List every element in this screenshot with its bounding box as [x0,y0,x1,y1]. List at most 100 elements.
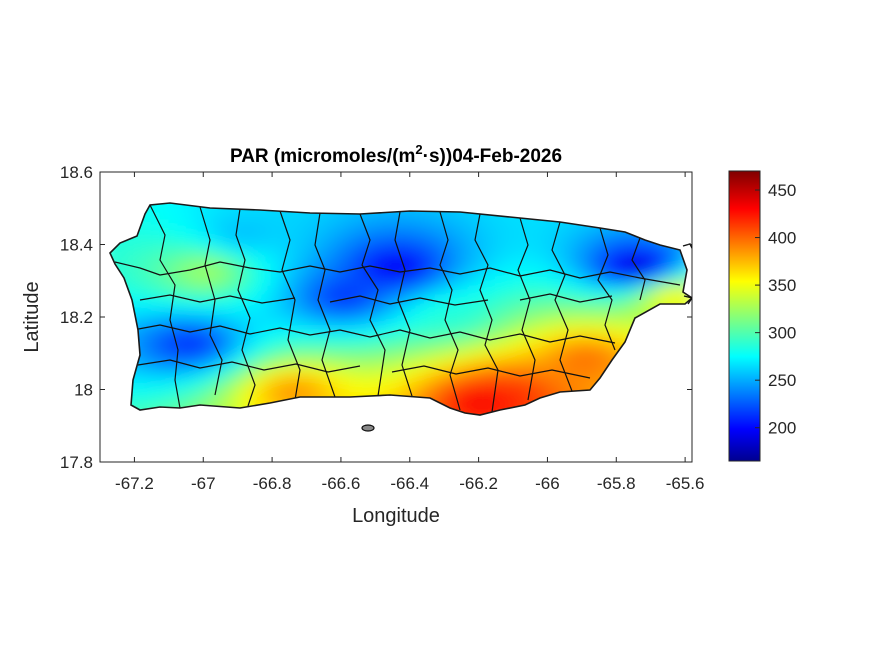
par-cell [228,302,239,309]
par-cell [194,352,204,359]
par-cell [262,334,273,341]
par-cell [417,271,428,277]
par-cell [676,280,686,286]
par-cell [443,389,454,395]
par-cell [460,289,471,295]
par-cell [512,230,523,236]
par-cell [538,280,548,286]
par-cell [435,316,445,323]
par-cell [228,325,239,332]
par-cell [314,379,325,386]
par-cell [546,289,557,295]
par-cell [426,289,437,295]
par-cell [564,298,574,304]
par-cell [452,298,462,304]
par-cell [323,361,333,368]
par-cell [245,275,256,282]
par-cell [383,271,394,277]
par-cell [133,375,144,381]
par-cell [271,289,282,295]
par-cell [409,384,419,390]
par-cell [168,316,178,323]
par-cell [400,302,411,309]
par-cell [262,212,273,218]
par-cell [392,284,402,291]
par-cell [297,284,308,291]
par-cell [323,230,333,236]
par-cell [314,280,325,286]
par-cell [495,225,505,232]
par-cell [435,370,445,377]
par-cell [159,375,170,381]
par-cell [228,257,239,264]
par-cell [349,225,359,232]
par-cell [202,343,213,350]
x-tick-label: -66.6 [322,474,361,493]
par-cell [478,230,488,236]
par-cell [306,334,316,341]
par-cell [564,384,574,390]
par-cell [607,316,617,323]
par-cell [374,248,385,255]
par-cell [555,234,566,241]
par-cell [357,271,368,277]
par-cell [366,352,376,359]
par-cell [366,271,376,277]
par-cell [555,244,566,250]
par-cell [426,234,437,241]
par-cell [357,225,368,232]
par-cell [185,284,196,291]
par-cell [478,234,488,241]
par-cell [288,298,299,304]
par-cell [340,334,351,341]
par-cell [521,298,531,304]
municipality-border [551,221,573,392]
par-cell [271,212,282,218]
par-cell [435,225,445,232]
par-cell [529,225,540,232]
par-cell [581,293,591,300]
par-cell [219,302,230,309]
par-cell [409,375,419,381]
par-cell [589,352,600,359]
par-cell [400,311,411,318]
par-cell [228,311,239,318]
par-cell [314,271,325,277]
par-cell [297,230,308,236]
par-cell [151,280,161,286]
par-cell [254,289,264,295]
par-cell [349,316,359,323]
par-cell [658,262,669,268]
par-cell [650,275,660,282]
par-cell [211,244,221,250]
par-cell [478,284,488,291]
par-cell [521,302,531,309]
par-cell [521,257,531,264]
par-cell [486,293,497,300]
par-cell [555,348,566,354]
par-cell [546,257,557,264]
par-cell [564,334,574,341]
par-cell [495,244,505,250]
par-cell [357,280,368,286]
par-cell [297,221,308,227]
par-cell [314,257,325,264]
par-cell [331,334,342,341]
par-cell [478,352,488,359]
par-cell [314,384,325,390]
par-cell [219,266,230,273]
par-cell [598,334,609,341]
par-cell [168,212,178,218]
par-cell [400,266,411,273]
par-cell [331,361,342,368]
par-cell [185,302,196,309]
par-cell [219,284,230,291]
par-cell [538,225,548,232]
par-cell [564,234,574,241]
par-cell [469,257,480,264]
par-cell [495,366,505,372]
municipality-border [474,213,499,413]
par-cell [529,375,540,381]
par-cell [443,230,454,236]
par-cell [581,266,591,273]
